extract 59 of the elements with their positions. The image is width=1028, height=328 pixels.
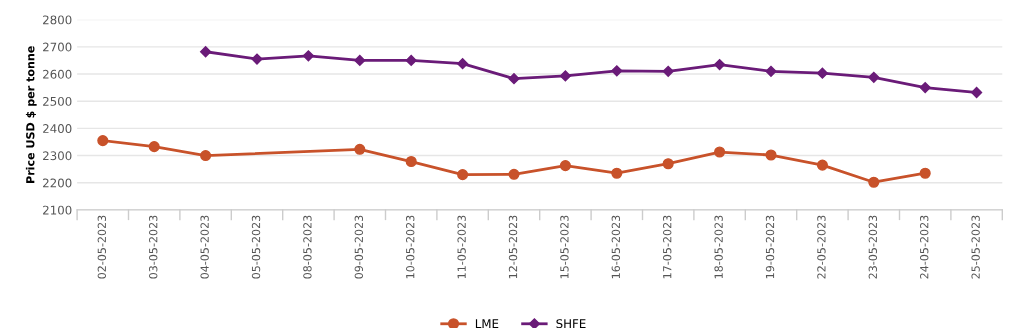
- x-tick-label: 25-05-2023: [971, 215, 980, 279]
- point: [713, 58, 726, 71]
- x-tick-label: 04-05-2023: [200, 215, 209, 279]
- y-tick-label: 2700: [43, 42, 72, 52]
- x-tick-label: 11-05-2023: [457, 215, 466, 279]
- point: [200, 150, 212, 162]
- x-tick-label: 16-05-2023: [611, 215, 621, 279]
- point: [354, 54, 366, 67]
- point: [148, 141, 160, 153]
- point: [508, 168, 520, 180]
- point: [662, 158, 674, 170]
- x-tick-label: 23-05-2023: [868, 215, 878, 279]
- point: [405, 54, 417, 67]
- point: [611, 65, 623, 77]
- point: [765, 149, 777, 161]
- x-tick-label: 15-05-2023: [560, 215, 569, 279]
- legend-label: LME: [475, 319, 499, 328]
- point: [302, 50, 315, 62]
- point: [970, 86, 983, 99]
- y-tick-label: 2600: [43, 69, 72, 79]
- point: [456, 58, 469, 70]
- x-tick-label: 09-05-2023: [354, 215, 364, 279]
- x-tick-label: 19-05-2023: [765, 215, 775, 279]
- x-tick-label: 22-05-2023: [817, 215, 826, 279]
- x-tick-label: 18-05-2023: [714, 215, 723, 279]
- point: [405, 155, 417, 168]
- point: [868, 71, 880, 83]
- y-tick-label: 2300: [43, 151, 72, 161]
- y-tick-label: 2400: [43, 124, 72, 134]
- point: [199, 46, 212, 58]
- point: [559, 160, 571, 172]
- point: [662, 65, 674, 77]
- x-tick-label: 02-05-2023: [97, 215, 107, 279]
- point: [559, 70, 572, 82]
- y-tick-label: 2200: [43, 178, 72, 188]
- x-tick-label: 12-05-2023: [508, 215, 518, 279]
- point: [816, 67, 829, 79]
- point: [765, 65, 777, 77]
- point: [354, 143, 366, 155]
- point: [97, 135, 109, 147]
- point: [508, 73, 520, 85]
- x-tick-label: 03-05-2023: [149, 215, 158, 279]
- x-tick-label: 05-05-2023: [251, 215, 261, 279]
- x-tick-label: 24-05-2023: [920, 215, 929, 279]
- point: [816, 159, 828, 171]
- point: [611, 167, 623, 179]
- point: [714, 146, 726, 158]
- point: [868, 176, 880, 188]
- y-tick-label: 2800: [43, 15, 72, 25]
- x-tick-label: 10-05-2023: [406, 215, 415, 279]
- point: [457, 169, 469, 181]
- y-tick-label: 2100: [43, 205, 72, 215]
- point: [919, 82, 931, 94]
- y-tick-label: 2500: [43, 96, 72, 106]
- y-axis-title: Price USD $ per tonne: [25, 46, 37, 183]
- point: [919, 167, 931, 179]
- x-tick-label: 17-05-2023: [663, 215, 672, 279]
- x-tick-label: 08-05-2023: [303, 215, 312, 279]
- legend-label: SHFE: [556, 319, 586, 328]
